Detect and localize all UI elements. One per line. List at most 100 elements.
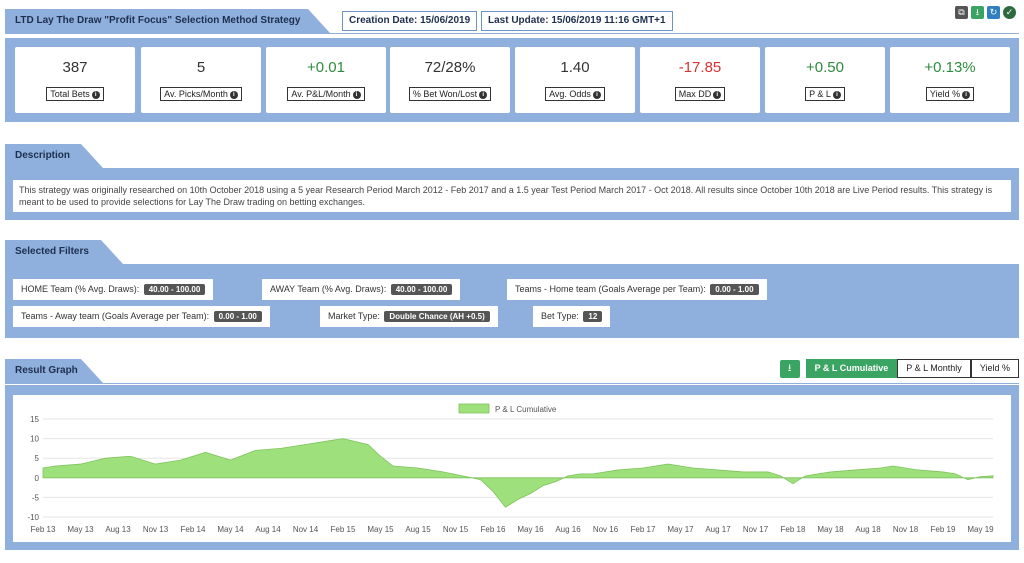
x-tick-label: Feb 14 [181,525,206,534]
stat-label: Max DD i [674,87,726,101]
stat-label-text: Yield % [929,89,961,99]
stat-label: Av. Picks/Month i [160,87,242,101]
description-title: Description [15,150,71,161]
x-tick-label: Feb 15 [331,525,356,534]
stat-card: +0.01 Av. P&L/Month i [266,47,386,113]
stat-value: 5 [196,59,206,76]
pl-monthly-button[interactable]: P & L Monthly [897,359,971,378]
filter-value-badge: 40.00 - 100.00 [390,284,453,296]
stat-value: 1.40 [560,59,590,76]
creation-date: Creation Date: 15/06/2019 [342,11,478,31]
x-tick-label: Nov 16 [593,525,619,534]
x-tick-label: Aug 14 [255,525,281,534]
filter-chip: Teams - Away team (Goals Average per Tea… [13,306,270,327]
shield-check-icon[interactable]: ✓ [1003,6,1016,19]
filter-label: Market Type: [328,311,380,321]
x-tick-label: May 13 [67,525,94,534]
filter-value-badge: 12 [583,311,603,323]
strategy-title-tab: LTD Lay The Draw "Profit Focus" Selectio… [5,9,330,33]
stat-label: Total Bets i [46,87,104,101]
info-icon[interactable]: i [479,90,488,99]
stat-card: 5 Av. Picks/Month i [141,47,261,113]
description-text: This strategy was originally researched … [13,180,1011,212]
graph-buttons: ⭳ P & L Cumulative P & L Monthly Yield % [779,359,1019,378]
filter-value-badge: 0.00 - 1.00 [710,284,759,296]
x-tick-label: May 19 [967,525,994,534]
info-icon[interactable]: i [91,90,100,99]
copy-icon[interactable]: ⧉ [955,6,968,19]
stat-label-text: Avg. Odds [549,89,591,99]
filter-label: Teams - Home team (Goals Average per Tea… [515,284,706,294]
info-icon[interactable]: i [229,90,238,99]
pl-cumulative-area [42,438,994,508]
info-icon[interactable]: i [962,90,971,99]
y-tick-label: -10 [27,513,39,522]
legend-label: P & L Cumulative [495,405,557,414]
stat-label-text: Av. P&L/Month [291,89,351,99]
filter-value-badge: 40.00 - 100.00 [143,284,206,296]
stat-label: % Bet Won/Lost i [408,87,492,101]
filter-value-badge: 0.00 - 1.00 [213,311,262,323]
stat-value: +0.01 [307,59,345,76]
filters-title: Selected Filters [15,246,89,257]
x-tick-label: Aug 15 [405,525,431,534]
last-update-date: Last Update: 15/06/2019 11:16 GMT+1 [481,11,673,31]
pl-cumulative-button[interactable]: P & L Cumulative [805,359,898,378]
filter-chip: Bet Type: 12 [533,306,611,327]
x-tick-label: May 17 [667,525,694,534]
filter-label: Teams - Away team (Goals Average per Tea… [21,311,210,321]
y-tick-label: 15 [30,415,39,424]
filter-chip: Teams - Home team (Goals Average per Tea… [507,279,767,300]
x-tick-label: Feb 17 [631,525,656,534]
x-tick-label: May 14 [217,525,244,534]
info-icon[interactable]: i [832,90,841,99]
stat-card: 1.40 Avg. Odds i [515,47,635,113]
x-tick-label: Feb 16 [481,525,506,534]
graph-download-icon[interactable]: ⭳ [779,359,800,378]
filter-chip: Market Type: Double Chance (AH +0.5) [320,306,498,327]
stat-value: 387 [62,59,88,76]
x-tick-label: Nov 17 [743,525,769,534]
filters-tab: Selected Filters [5,240,123,264]
filter-value-badge: Double Chance (AH +0.5) [384,311,490,323]
stat-value: -17.85 [678,59,722,76]
result-chart: 15 10 5 0 -5 -10 Feb 13 May 13 Aug 13 Nov 13 Feb 1… [13,395,1011,542]
yield-button[interactable]: Yield % [970,359,1019,378]
y-tick-label: 0 [35,474,40,483]
stat-label-text: % Bet Won/Lost [412,89,478,99]
info-icon[interactable]: i [592,90,601,99]
x-tick-label: May 15 [367,525,394,534]
stat-card: -17.85 Max DD i [640,47,760,113]
x-tick-label: Aug 13 [105,525,131,534]
info-icon[interactable]: i [352,90,361,99]
stat-value: +0.13% [924,59,976,76]
x-tick-label: Aug 18 [855,525,881,534]
result-graph-tab: Result Graph [5,359,103,383]
legend-swatch [458,403,490,414]
stat-label: Yield % i [925,87,975,101]
stat-label: Av. P&L/Month i [287,87,365,101]
stat-label-text: P & L [809,89,831,99]
stat-label-text: Total Bets [50,89,90,99]
stat-card: +0.13% Yield % i [890,47,1010,113]
x-tick-label: Aug 17 [705,525,731,534]
x-tick-label: Feb 13 [31,525,56,534]
filter-label: AWAY Team (% Avg. Draws): [270,284,387,294]
refresh-icon[interactable]: ↻ [987,6,1000,19]
result-graph-title: Result Graph [15,365,78,376]
y-tick-label: 10 [30,435,39,444]
filter-chip: HOME Team (% Avg. Draws): 40.00 - 100.00 [13,279,214,300]
stat-card: 72/28% % Bet Won/Lost i [390,47,510,113]
stat-value: 72/28% [424,59,476,76]
x-tick-label: Nov 15 [443,525,469,534]
stat-label-text: Av. Picks/Month [164,89,228,99]
stat-value: +0.50 [806,59,844,76]
filter-label: Bet Type: [541,311,579,321]
download-icon[interactable]: ⭳ [971,6,984,19]
x-tick-label: Nov 13 [143,525,169,534]
x-tick-label: Nov 18 [893,525,919,534]
info-icon[interactable]: i [713,90,722,99]
chart-svg: 15 10 5 0 -5 -10 Feb 13 May 13 Aug 13 Nov 13 Feb 1… [27,403,994,534]
